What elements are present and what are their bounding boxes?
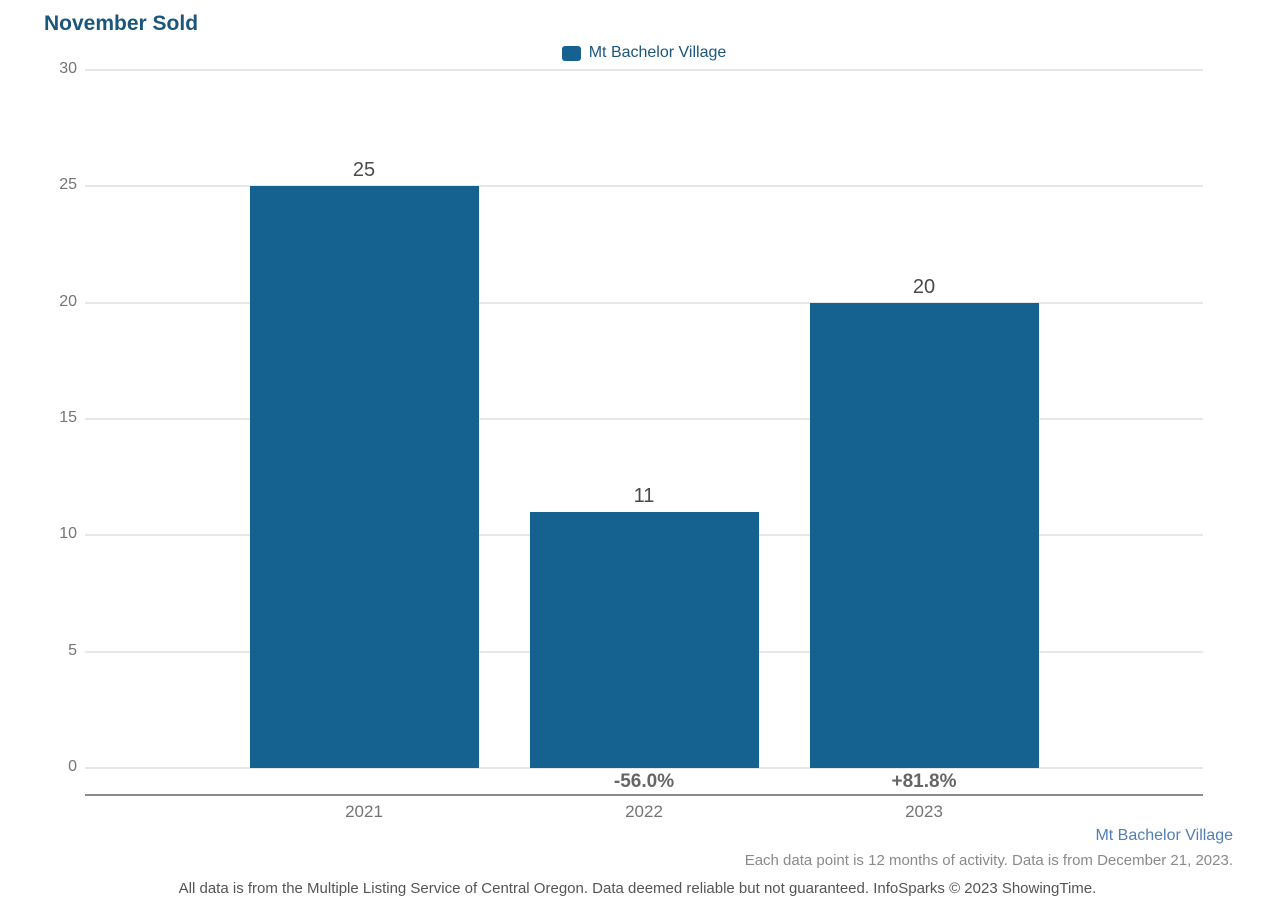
x-axis-line xyxy=(85,794,1203,796)
gridline-y0 xyxy=(85,767,1203,769)
chart-legend: Mt Bachelor Village xyxy=(85,44,1203,62)
bar-value-label: 25 xyxy=(352,159,376,182)
page-title: November Sold xyxy=(44,12,199,35)
bar-2021[interactable] xyxy=(249,186,479,768)
gridline-y15 xyxy=(85,418,1203,420)
legend-label: Mt Bachelor Village xyxy=(588,44,727,61)
gridline-y20 xyxy=(85,301,1203,304)
x-axis-label-2023: 2023 xyxy=(905,802,943,821)
pct-change-label: -56.0% xyxy=(613,771,675,792)
footer-series-label[interactable]: Mt Bachelor Village xyxy=(1095,827,1233,844)
gridline-y25 xyxy=(85,185,1203,188)
bar-value-label: 20 xyxy=(912,275,936,298)
y-tick-label: 10 xyxy=(59,525,77,543)
y-tick-label: 15 xyxy=(59,409,77,426)
bar-2023[interactable] xyxy=(809,302,1039,768)
bar-2022[interactable] xyxy=(529,512,759,768)
y-tick-label: 5 xyxy=(68,641,77,659)
x-axis-label-2021: 2021 xyxy=(345,802,383,821)
footer-disclaimer: All data is from the Multiple Listing Se… xyxy=(178,880,1097,897)
y-tick-label: 30 xyxy=(59,60,77,77)
y-tick-label: 0 xyxy=(68,758,77,775)
bar-value-label: 11 xyxy=(633,485,655,508)
pct-change-label: +81.8% xyxy=(891,771,957,792)
footer-data-note: Each data point is 12 months of activity… xyxy=(744,852,1233,869)
gridline-y30 xyxy=(85,69,1203,71)
legend-swatch-icon xyxy=(561,45,581,61)
y-tick-label: 20 xyxy=(59,292,77,310)
y-tick-label: 25 xyxy=(59,176,77,194)
x-axis-label-2022: 2022 xyxy=(625,802,663,821)
